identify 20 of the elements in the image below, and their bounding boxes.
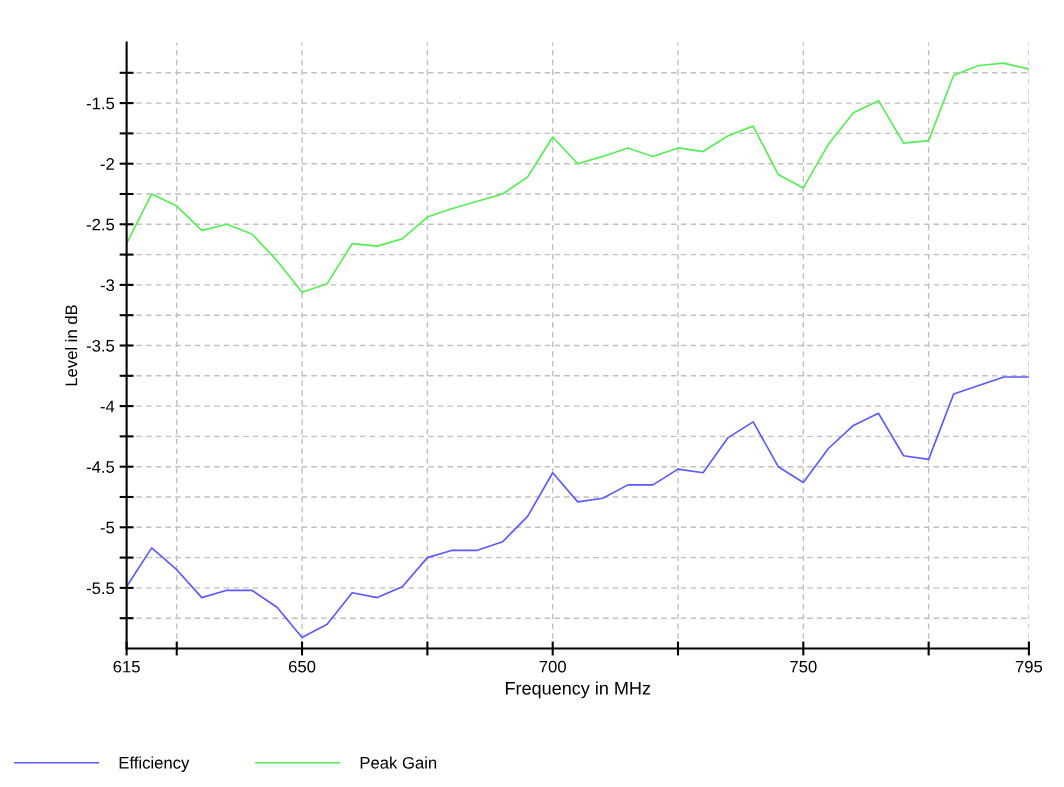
x-tick-label: 795 bbox=[1015, 660, 1043, 673]
y-tick-label: -3.5 bbox=[86, 339, 115, 352]
y-tick-label: -2.5 bbox=[86, 218, 115, 231]
x-tick-label: 700 bbox=[539, 660, 566, 673]
y-tick-label: -2 bbox=[100, 158, 114, 170]
x-tick-label: 615 bbox=[113, 660, 140, 673]
y-tick-label: -4 bbox=[100, 400, 115, 413]
y-tick-label: -5.5 bbox=[86, 582, 115, 595]
y-tick-label: -1.5 bbox=[86, 97, 115, 110]
line-series bbox=[126, 62, 1029, 294]
legend-label: Efficiency bbox=[119, 756, 190, 772]
y-tick-label: -3 bbox=[100, 279, 115, 292]
line-series bbox=[126, 376, 1029, 639]
y-axis-title: Level in dB bbox=[65, 305, 78, 386]
x-tick-label: 650 bbox=[289, 660, 316, 673]
x-tick-label: 750 bbox=[790, 660, 817, 673]
y-tick-label: -4.5 bbox=[86, 461, 115, 473]
x-axis-title: Frequency in MHz bbox=[505, 681, 651, 699]
y-tick-label: -5 bbox=[100, 521, 115, 534]
legend-label: Peak Gain bbox=[360, 756, 437, 769]
